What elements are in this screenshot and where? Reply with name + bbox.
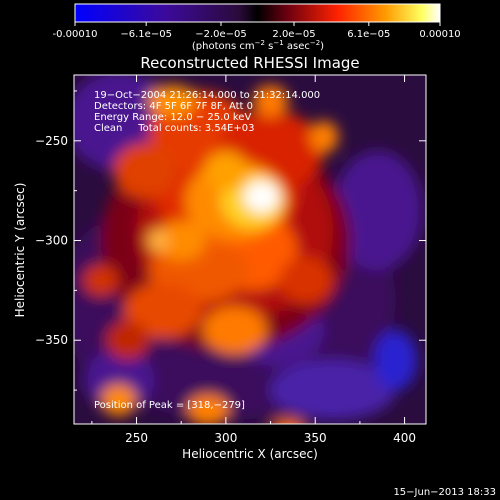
x-axis-ticks: 250 300 350 400 <box>91 75 416 445</box>
heatmap-blob <box>333 150 423 271</box>
heatmap-blob <box>202 306 267 355</box>
heatmap-image <box>74 75 423 424</box>
colorbar-tick-label: −6.1e−05 <box>120 29 172 40</box>
heatmap-blob <box>147 84 198 117</box>
x-tick-label: 250 <box>125 431 148 445</box>
heatmap-blob <box>82 264 119 297</box>
colorbar-tick-label: 0.00010 <box>419 29 460 40</box>
heatmap-blob <box>106 320 150 361</box>
colorbar-tick-label: -0.00010 <box>53 29 98 40</box>
heatmap-blob <box>309 120 339 153</box>
colorbar-tick-label: 6.1e−05 <box>347 29 390 40</box>
colorbar <box>74 3 441 23</box>
observation-info: 19−Oct−2004 21:26:14.000 to 21:32:14.000… <box>94 90 320 134</box>
heatmap-blob <box>124 282 203 339</box>
x-axis-label: Heliocentric X (arcsec) <box>182 447 318 461</box>
heatmap-blob <box>100 384 137 417</box>
plot-frame <box>73 74 427 425</box>
annotation-time-range: 19−Oct−2004 21:26:14.000 to 21:32:14.000 <box>94 90 320 101</box>
colorbar-units: (photons cm−2 s−1 asec−2) <box>192 39 324 52</box>
heatmap-blob <box>186 394 230 424</box>
x-tick-label: 400 <box>393 431 416 445</box>
heatmap-blob <box>279 256 334 305</box>
timestamp: 15−Jun−2013 18:33 <box>393 487 496 498</box>
heatmap-blob <box>204 150 248 191</box>
y-axis-label: Heliocentric Y (arcsec) <box>13 183 27 318</box>
x-tick-label: 300 <box>214 431 237 445</box>
heatmap-blob <box>272 418 304 424</box>
heatmap-blob <box>374 330 418 391</box>
y-tick-label: −350 <box>35 333 68 347</box>
heatmap-blob <box>270 360 396 421</box>
heatmap-blob <box>156 220 207 261</box>
chart-title: Reconstructed RHESSI Image <box>140 54 359 72</box>
heatmap-blob <box>82 350 155 411</box>
y-axis-ticks: −250 −300 −350 <box>35 90 426 391</box>
colorbar-tick-label: −2.0e−05 <box>195 29 247 40</box>
peak-position-label: Position of Peak = [318,−279] <box>94 400 245 411</box>
annotation-energy-range: Energy Range: 12.0 − 25.0 keV <box>94 112 251 123</box>
x-tick-label: 350 <box>304 431 327 445</box>
y-tick-label: −250 <box>35 134 68 148</box>
heatmap-blob <box>243 180 280 213</box>
colorbar-tick-label: 2.0e−05 <box>272 29 315 40</box>
annotation-clean-counts: Clean Total counts: 3.54E+03 <box>94 123 254 134</box>
heatmap-blob <box>147 228 169 253</box>
colorbar-ticks: -0.00010 −6.1e−05 −2.0e−05 2.0e−05 6.1e−05 0.… <box>53 22 461 40</box>
heatmap-blob <box>113 142 178 199</box>
heatmap-blob <box>252 84 289 117</box>
annotation-detectors: Detectors: 4F 5F 6F 7F 8F, Att 0 <box>94 101 253 112</box>
y-tick-label: −300 <box>35 234 68 248</box>
